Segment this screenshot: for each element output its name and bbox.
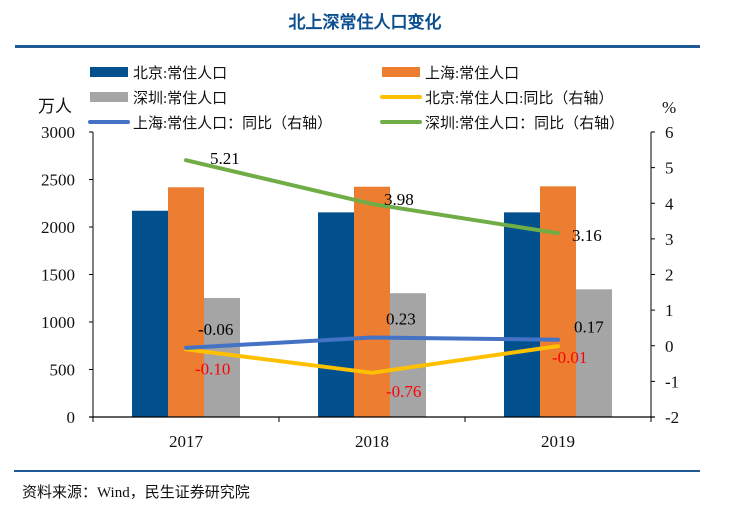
y-right-tick-label: 3 <box>665 230 674 249</box>
legend-label: 上海:常住人口：同比（右轴） <box>133 115 332 132</box>
legend-label: 上海:常住人口 <box>425 65 519 82</box>
data-label: 3.98 <box>384 190 414 209</box>
series-line <box>184 335 560 350</box>
data-label: 0.23 <box>386 310 416 329</box>
bar <box>168 187 204 417</box>
bar <box>540 186 576 417</box>
x-tick-label: 2019 <box>541 432 575 451</box>
legend-label: 深圳:常住人口：同比（右轴） <box>425 115 624 132</box>
source-divider <box>14 470 700 472</box>
bar <box>576 289 612 417</box>
title-divider <box>15 45 700 48</box>
series-line <box>184 158 560 236</box>
legend-swatch <box>90 92 128 102</box>
bar <box>504 212 540 417</box>
x-tick-label: 2017 <box>169 432 204 451</box>
data-label: -0.06 <box>198 320 233 339</box>
legend-swatch <box>90 67 128 77</box>
y-right-tick-label: 2 <box>665 266 674 285</box>
data-label: -0.10 <box>195 359 230 378</box>
legend-label: 北京:常住人口:同比（右轴） <box>425 90 613 107</box>
legend-label: 深圳:常住人口 <box>133 90 227 107</box>
legend-label: 北京:常住人口 <box>133 65 227 82</box>
y-right-tick-label: -1 <box>665 372 679 391</box>
bar <box>204 297 240 417</box>
data-label: 5.21 <box>210 149 240 168</box>
y-left-tick-label: 3000 <box>41 123 75 142</box>
series-line <box>184 344 560 375</box>
y-right-tick-label: 6 <box>665 123 674 142</box>
data-label: 0.17 <box>574 318 604 337</box>
y-left-tick-label: 500 <box>50 361 76 380</box>
y-right-tick-label: 0 <box>665 337 674 356</box>
y-right-tick-label: 5 <box>665 159 674 178</box>
legend-swatch <box>382 67 420 77</box>
y-right-tick-label: 1 <box>665 301 674 320</box>
y-right-tick-label: -2 <box>665 408 679 427</box>
y-left-tick-label: 1000 <box>41 313 75 332</box>
y-left-tick-label: 0 <box>67 408 76 427</box>
bar <box>390 293 426 417</box>
bar <box>318 212 354 417</box>
data-label: 3.16 <box>572 226 602 245</box>
y-left-tick-label: 2000 <box>41 218 75 237</box>
data-label: -0.76 <box>386 382 421 401</box>
source-note: 资料来源：Wind，民生证券研究院 <box>22 485 250 501</box>
bar <box>354 186 390 417</box>
y-right-tick-label: 4 <box>665 194 674 213</box>
y-right-axis-label: % <box>662 98 676 117</box>
y-left-tick-label: 1500 <box>41 266 75 285</box>
chart-title: 北上深常住人口变化 <box>288 13 442 33</box>
bar <box>132 210 168 417</box>
data-label: -0.01 <box>552 348 587 367</box>
y-left-tick-label: 2500 <box>41 171 75 190</box>
y-left-axis-label: 万人 <box>38 97 72 116</box>
x-tick-label: 2018 <box>355 432 389 451</box>
